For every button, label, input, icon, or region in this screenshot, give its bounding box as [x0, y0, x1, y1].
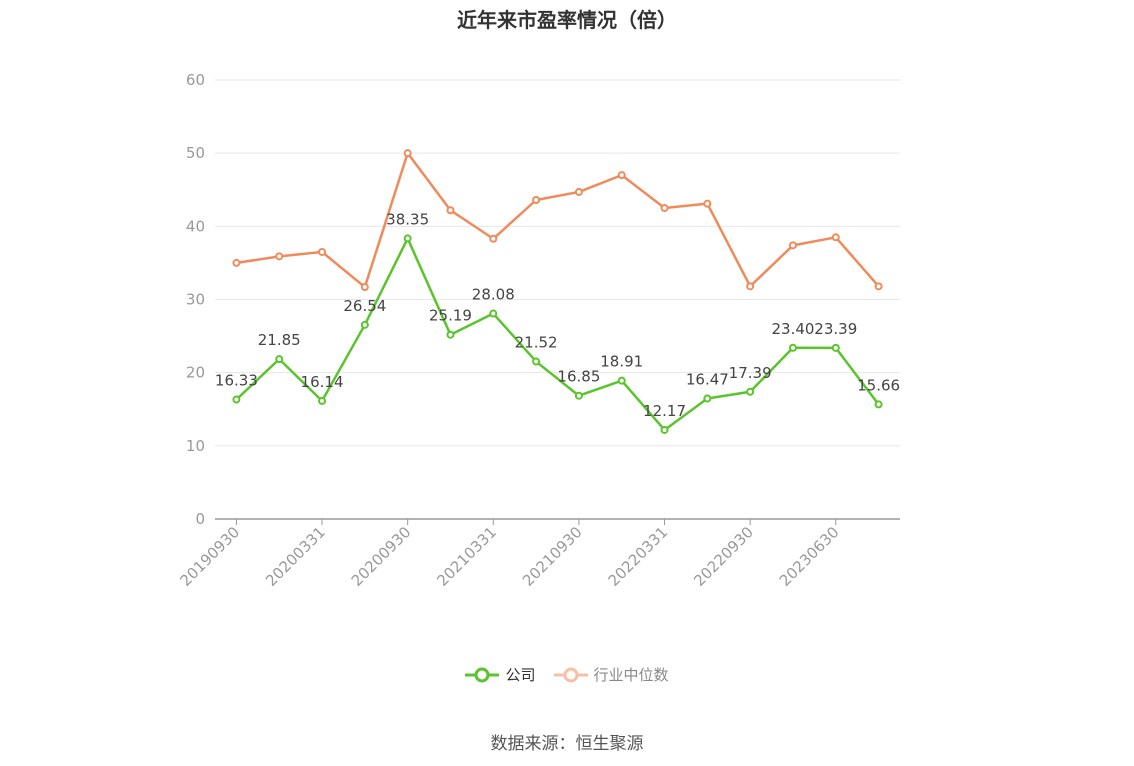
series-0-point[interactable] [746, 387, 755, 396]
series-line-1 [236, 151, 880, 289]
legend-label-company: 公司 [505, 666, 536, 684]
gridlines [215, 79, 900, 447]
data-label: 16.33 [215, 372, 258, 390]
series-0-point[interactable] [788, 343, 797, 352]
series-1-point[interactable] [831, 233, 840, 242]
series-0-point[interactable] [703, 394, 712, 403]
series-0-point[interactable] [489, 309, 498, 318]
legend-item-industry-median[interactable]: 行业中位数 [553, 664, 669, 685]
series-0-point[interactable] [446, 330, 455, 339]
data-label: 17.39 [729, 364, 772, 382]
series-1-point[interactable] [788, 241, 797, 250]
series-1-point[interactable] [275, 252, 284, 261]
series-0-point[interactable] [617, 376, 626, 385]
data-label: 21.85 [258, 331, 301, 349]
series-0-point[interactable] [574, 391, 583, 400]
series-1-point[interactable] [660, 204, 669, 213]
series-1-point[interactable] [746, 282, 755, 291]
data-label: 15.66 [857, 376, 900, 394]
x-tick-label: 20200331 [262, 523, 329, 590]
series-0-point[interactable] [403, 234, 412, 243]
x-tick-label: 20220331 [605, 523, 672, 590]
series-0-point[interactable] [360, 320, 369, 329]
y-tick-label: 30 [186, 291, 205, 309]
data-label: 25.19 [429, 307, 472, 325]
legend-marker-industry-median [553, 667, 588, 682]
y-tick-label: 0 [195, 510, 205, 528]
data-label: 38.35 [386, 210, 429, 228]
series-layer [232, 149, 883, 434]
series-0-point[interactable] [318, 396, 327, 405]
y-tick-label: 60 [186, 71, 205, 89]
data-label: 28.08 [472, 286, 515, 304]
series-1-point[interactable] [403, 149, 412, 158]
data-label: 23.39 [814, 320, 857, 338]
legend-label-industry-median: 行业中位数 [593, 666, 669, 684]
series-1-point[interactable] [532, 195, 541, 204]
x-tick-label: 20210331 [433, 523, 500, 590]
legend-item-company[interactable]: 公司 [465, 664, 536, 685]
data-label: 18.91 [600, 353, 643, 371]
series-0-point[interactable] [275, 355, 284, 364]
x-tick-label: 20190930 [177, 523, 244, 590]
data-label: 26.54 [343, 297, 386, 315]
data-label: 12.17 [643, 402, 686, 420]
series-1-point[interactable] [446, 206, 455, 215]
series-1-point[interactable] [874, 282, 883, 291]
series-1-point[interactable] [318, 247, 327, 256]
x-axis: 20190930 20200331 20200930 20210331 20210930… [177, 518, 900, 590]
series-1-point[interactable] [360, 283, 369, 292]
data-source: 数据来源：恒生聚源 [490, 734, 644, 754]
legend: 公司 行业中位数 [0, 664, 1134, 685]
legend-marker-company [465, 667, 500, 682]
y-tick-label: 10 [186, 437, 205, 455]
y-tick-label: 40 [186, 217, 205, 235]
y-tick-label: 20 [186, 364, 205, 382]
series-0-point[interactable] [831, 343, 840, 352]
series-1-point[interactable] [489, 234, 498, 243]
series-1-point[interactable] [617, 171, 626, 180]
series-1-point[interactable] [574, 187, 583, 196]
series-1-point[interactable] [703, 199, 712, 208]
data-label: 16.85 [557, 368, 600, 386]
data-label: 16.47 [686, 370, 729, 388]
data-label: 21.52 [515, 334, 558, 352]
x-tick-label: 20200930 [348, 523, 415, 590]
series-0-point[interactable] [232, 395, 241, 404]
data-label: 16.14 [301, 373, 344, 391]
y-axis: 0 10 20 30 40 50 60 [186, 71, 205, 528]
series-0-point[interactable] [532, 357, 541, 366]
x-tick-label: 20230630 [776, 523, 843, 590]
x-tick-label: 20210930 [519, 523, 586, 590]
series-0-point[interactable] [874, 400, 883, 409]
x-tick-label: 20220930 [690, 523, 757, 590]
chart-title: 近年来市盈率情况（倍） [457, 8, 677, 32]
series-0-point[interactable] [660, 425, 669, 434]
series-1-point[interactable] [232, 258, 241, 267]
data-label: 23.40 [771, 320, 814, 338]
y-tick-label: 50 [186, 144, 205, 162]
series-line-0 [235, 237, 880, 432]
